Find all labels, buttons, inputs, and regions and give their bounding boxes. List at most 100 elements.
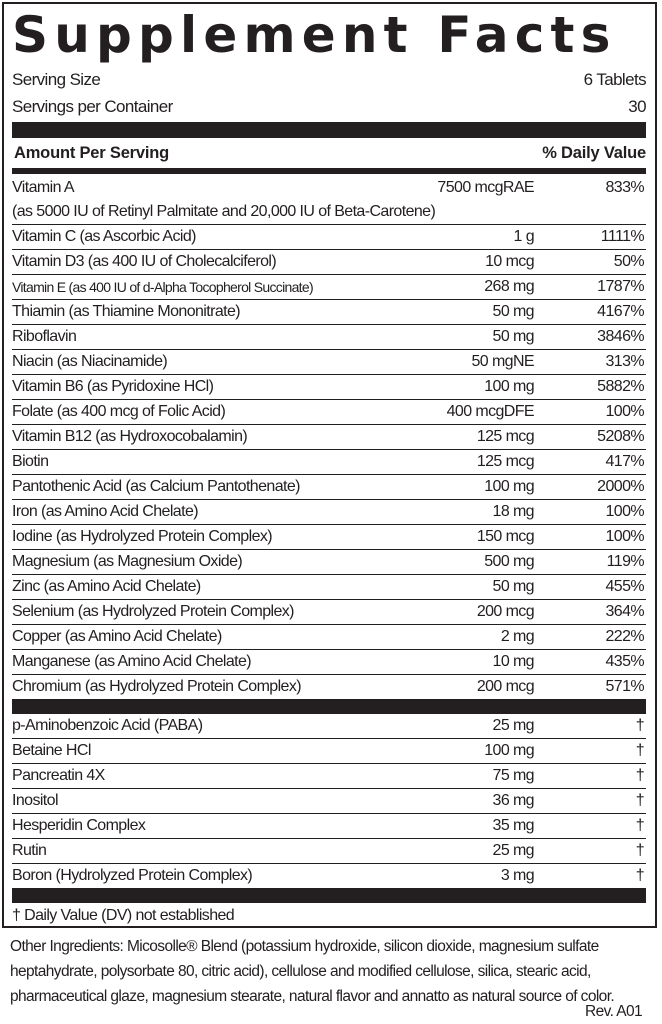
servings-per-container-row: Servings per Container 30 <box>12 93 647 120</box>
nutrient-amount: 7500 mcgRAE <box>437 179 534 196</box>
nutrient-row: Pantothenic Acid (as Calcium Pantothenat… <box>12 475 646 500</box>
nutrient-amount: 18 mg <box>492 503 535 520</box>
nutrient-name: Riboflavin <box>12 328 77 345</box>
panel-title: Supplement Facts <box>12 6 617 64</box>
nutrient-dv: 222% <box>605 628 644 645</box>
nutrient-row: Vitamin B6 (as Pyridoxine HCl) 100 mg 5882… <box>12 375 646 400</box>
nutrient-row: Hesperidin Complex 35 mg † <box>12 814 646 839</box>
nutrient-name: Boron (Hydrolyzed Protein Complex) <box>12 867 253 884</box>
nutrient-dv: † <box>635 767 645 784</box>
nutrient-row: Betaine HCl 100 mg † <box>12 739 646 764</box>
other-ingredients: Other Ingredients: Micosolle® Blend (pot… <box>10 938 615 1005</box>
nutrient-row: Chromium (as Hydrolyzed Protein Complex)… <box>12 675 646 699</box>
servings-label: Servings per Container <box>12 97 173 116</box>
nutrient-amount: 125 mcg <box>476 428 535 445</box>
nutrient-amount: 100 mg <box>484 742 534 759</box>
nutrient-amount: 75 mg <box>492 767 535 784</box>
nutrient-name: Vitamin E (as 400 IU of d-Alpha Tocopher… <box>12 279 314 295</box>
footnote: † Daily Value (DV) not established <box>12 907 235 924</box>
nutrient-row: Copper (as Amino Acid Chelate) 2 mg 222% <box>12 625 646 650</box>
nutrient-row: Vitamin C (as Ascorbic Acid) 1 g 1111% <box>12 225 646 250</box>
nutrient-amount: 1 g <box>513 228 535 245</box>
nutrient-amount: 35 mg <box>492 817 535 834</box>
nutrient-dv: 1787% <box>597 278 644 295</box>
nutrient-row: Thiamin (as Thiamine Mononitrate) 50 mg 41… <box>12 300 646 325</box>
nutrient-row: Selenium (as Hydrolyzed Protein Complex)… <box>12 600 646 625</box>
nutrient-amount: 125 mcg <box>476 453 535 470</box>
nutrient-dv: 2000% <box>597 478 644 495</box>
nutrient-name: Inositol <box>12 792 59 809</box>
supplement-facts-panel: Supplement Facts Serving Size 6 Tablets … <box>2 2 657 928</box>
vitamin-a-note-row: (as 5000 IU of Retinyl Palmitate and 20,… <box>12 200 646 225</box>
nutrient-name: Vitamin D3 (as 400 IU of Cholecalciferol… <box>12 253 277 270</box>
nutrient-amount: 50 mg <box>492 578 535 595</box>
nutrient-amount: 10 mcg <box>485 253 534 270</box>
nutrient-name: Manganese (as Amino Acid Chelate) <box>12 653 252 670</box>
nutrient-amount: 50 mgNE <box>471 353 535 370</box>
nutrient-amount: 10 mg <box>492 653 535 670</box>
thick-divider <box>12 888 646 903</box>
nutrient-dv: 313% <box>605 353 644 370</box>
nutrient-name: Zinc (as Amino Acid Chelate) <box>12 578 201 595</box>
serving-size-row: Serving Size 6 Tablets <box>12 66 647 93</box>
nutrient-row: Zinc (as Amino Acid Chelate) 50 mg 455% <box>12 575 646 600</box>
nutrient-name: Folate (as 400 mcg of Folic Acid) <box>12 403 226 420</box>
nutrient-name: Vitamin C (as Ascorbic Acid) <box>12 228 196 245</box>
nutrient-amount: 150 mcg <box>476 528 535 545</box>
vitamin-a-note: (as 5000 IU of Retinyl Palmitate and 20,… <box>12 203 436 220</box>
thick-divider <box>12 699 646 714</box>
nutrient-name: Hesperidin Complex <box>12 817 146 834</box>
nutrient-amount: 25 mg <box>492 842 535 859</box>
daily-value-header: % Daily Value <box>542 144 646 162</box>
nutrient-amount: 36 mg <box>492 792 535 809</box>
nutrient-amount: 50 mg <box>492 328 535 345</box>
nutrient-dv: 364% <box>605 603 644 620</box>
nutrient-name: Pancreatin 4X <box>12 767 105 784</box>
nutrient-row: Biotin 125 mcg 417% <box>12 450 646 475</box>
nutrient-row: Magnesium (as Magnesium Oxide) 500 mg 119% <box>12 550 646 575</box>
nutrient-name: Thiamin (as Thiamine Mononitrate) <box>12 303 241 320</box>
nutrient-amount: 2 mg <box>500 628 535 645</box>
nutrient-row: Vitamin B12 (as Hydroxocobalamin) 125 mcg… <box>12 425 646 450</box>
thick-divider <box>12 122 646 138</box>
nutrient-name: Selenium (as Hydrolyzed Protein Complex) <box>12 603 295 620</box>
nutrient-name: Biotin <box>12 453 49 470</box>
nutrient-dv: 455% <box>605 578 644 595</box>
amount-per-serving-header: Amount Per Serving <box>14 144 170 162</box>
serving-size-value: 6 Tablets <box>583 70 647 89</box>
nutrient-name: Vitamin A <box>12 179 75 196</box>
other-nutrient-list: p-Aminobenzoic Acid (PABA) 25 mg † Betaine … <box>12 714 646 888</box>
nutrient-name: Magnesium (as Magnesium Oxide) <box>12 553 243 570</box>
nutrient-name: Vitamin B12 (as Hydroxocobalamin) <box>12 428 248 445</box>
nutrient-row: Rutin 25 mg † <box>12 839 646 864</box>
nutrient-dv: † <box>635 842 645 859</box>
nutrient-row: Boron (Hydrolyzed Protein Complex) 3 mg † <box>12 864 646 888</box>
nutrient-row: Niacin (as Niacinamide) 50 mgNE 313% <box>12 350 646 375</box>
nutrient-dv: † <box>635 742 645 759</box>
nutrient-row: Vitamin D3 (as 400 IU of Cholecalciferol… <box>12 250 646 275</box>
nutrient-dv: 119% <box>606 553 645 570</box>
nutrient-dv: 833% <box>605 179 644 196</box>
nutrient-name: Chromium (as Hydrolyzed Protein Complex) <box>12 678 302 695</box>
nutrient-dv: 100% <box>605 528 644 545</box>
nutrient-dv: 50% <box>613 253 645 270</box>
nutrient-dv: † <box>635 717 645 734</box>
nutrient-name: Iodine (as Hydrolyzed Protein Complex) <box>12 528 273 545</box>
nutrient-dv: † <box>635 792 645 809</box>
nutrient-name: Niacin (as Niacinamide) <box>12 353 168 370</box>
nutrient-amount: 500 mg <box>484 553 534 570</box>
nutrient-dv: 435% <box>605 653 644 670</box>
nutrient-dv: 100% <box>605 503 644 520</box>
nutrient-dv: † <box>635 867 645 884</box>
medium-divider <box>12 168 646 174</box>
nutrient-dv: 1111% <box>600 228 645 245</box>
nutrient-amount: 50 mg <box>492 303 535 320</box>
nutrient-amount: 268 mg <box>484 278 534 295</box>
nutrient-dv: 417% <box>605 453 644 470</box>
nutrient-amount: 100 mg <box>484 478 534 495</box>
servings-value: 30 <box>628 97 646 116</box>
nutrient-amount: 200 mcg <box>476 678 535 695</box>
nutrient-name: p-Aminobenzoic Acid (PABA) <box>12 717 203 734</box>
nutrient-row: Iron (as Amino Acid Chelate) 18 mg 100% <box>12 500 646 525</box>
nutrient-row: p-Aminobenzoic Acid (PABA) 25 mg † <box>12 714 646 739</box>
